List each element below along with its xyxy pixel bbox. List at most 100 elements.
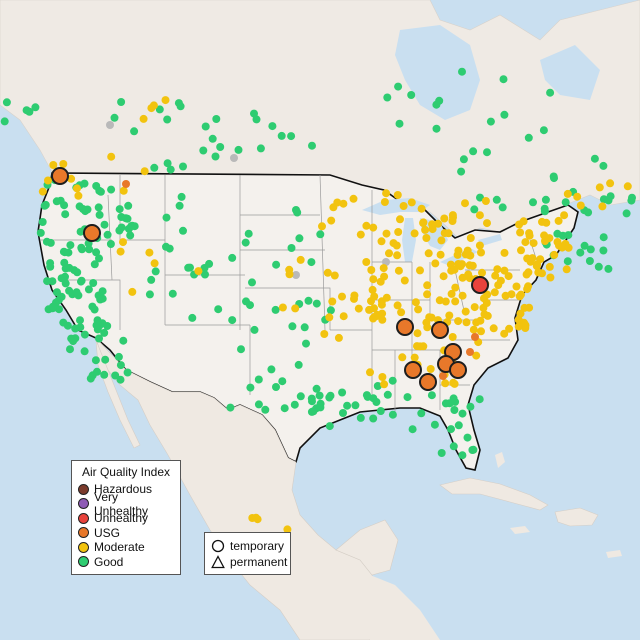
station-marker [73,268,82,277]
station-marker [145,290,154,299]
station-marker [309,407,318,416]
station-marker [98,294,107,303]
station-marker [628,193,636,202]
station-marker [188,313,197,322]
legend-row-hazardous: Hazardous [78,482,174,497]
station-marker [72,288,81,297]
station-marker [469,147,478,156]
usg-marker [419,373,437,391]
station-marker [478,268,486,277]
station-marker [328,297,337,306]
station-marker [489,324,498,333]
station-marker [80,330,89,339]
station-marker [394,82,403,91]
station-marker [399,202,408,210]
station-marker [75,202,84,211]
station-marker [441,297,450,306]
station-marker [604,264,613,273]
station-marker [573,192,582,201]
station-marker [410,229,419,238]
station-marker [38,218,47,226]
station-marker [461,307,470,316]
station-marker [599,195,608,204]
station-marker [500,329,509,338]
station-marker [280,404,289,413]
station-marker [507,290,516,299]
usg-marker [404,361,422,379]
hazardous-swatch [78,483,89,495]
station-marker [100,370,109,379]
station-marker [500,266,509,275]
station-marker [436,250,445,259]
station-marker [463,433,472,442]
station-marker [60,201,69,210]
station-marker [329,203,338,212]
station-marker [417,409,426,418]
station-marker [354,304,363,313]
station-marker [140,167,149,176]
station-marker [483,219,491,228]
station-marker [500,248,509,257]
station-marker [425,313,434,322]
station-marker [46,238,55,247]
station-marker [312,299,321,308]
station-marker [60,258,69,267]
station-marker [318,222,326,231]
station-marker [116,375,125,384]
station-marker [389,239,398,248]
station-marker [67,334,76,343]
station-marker [327,216,336,225]
station-marker [38,187,47,196]
station-marker [447,266,456,275]
station-marker [410,353,419,362]
station-marker [504,272,513,281]
station-marker [378,309,387,318]
station-marker [376,407,385,415]
station-marker [427,391,436,400]
station-marker [539,126,548,135]
station-marker [0,117,9,126]
station-marker [388,376,397,385]
station-marker [563,189,572,198]
station-marker [416,342,424,351]
station-marker [521,238,530,247]
station-marker [246,383,255,392]
station-marker [288,322,297,331]
station-marker [66,241,75,250]
station-marker [326,306,335,315]
station-marker [423,290,432,299]
station-marker [553,229,562,238]
station-marker [534,268,543,277]
station-marker [365,305,374,314]
very-unhealthy-swatch [78,498,89,510]
station-marker [383,390,392,399]
station-marker [396,215,404,224]
station-marker [91,356,100,365]
station-marker [296,392,305,401]
station-marker [101,355,110,364]
station-marker [599,246,608,255]
station-marker [106,240,115,248]
station-marker [378,373,387,381]
yucatan [335,519,399,576]
station-marker [483,311,492,320]
station-marker [469,445,478,454]
usg-marker [396,318,414,336]
station-marker [241,238,250,247]
station-marker [426,365,435,373]
station-marker [472,318,481,327]
station-marker [254,375,263,384]
station-marker [271,305,280,314]
station-marker [465,261,474,270]
station-marker [216,143,225,151]
station-marker [464,270,473,279]
puerto-rico [606,550,622,558]
circle-icon [211,539,225,553]
station-marker [576,248,585,257]
station-marker [226,403,235,412]
station-marker [73,184,81,193]
station-marker [253,515,262,524]
station-marker [59,160,68,168]
station-marker [403,393,412,402]
station-marker [470,303,479,312]
